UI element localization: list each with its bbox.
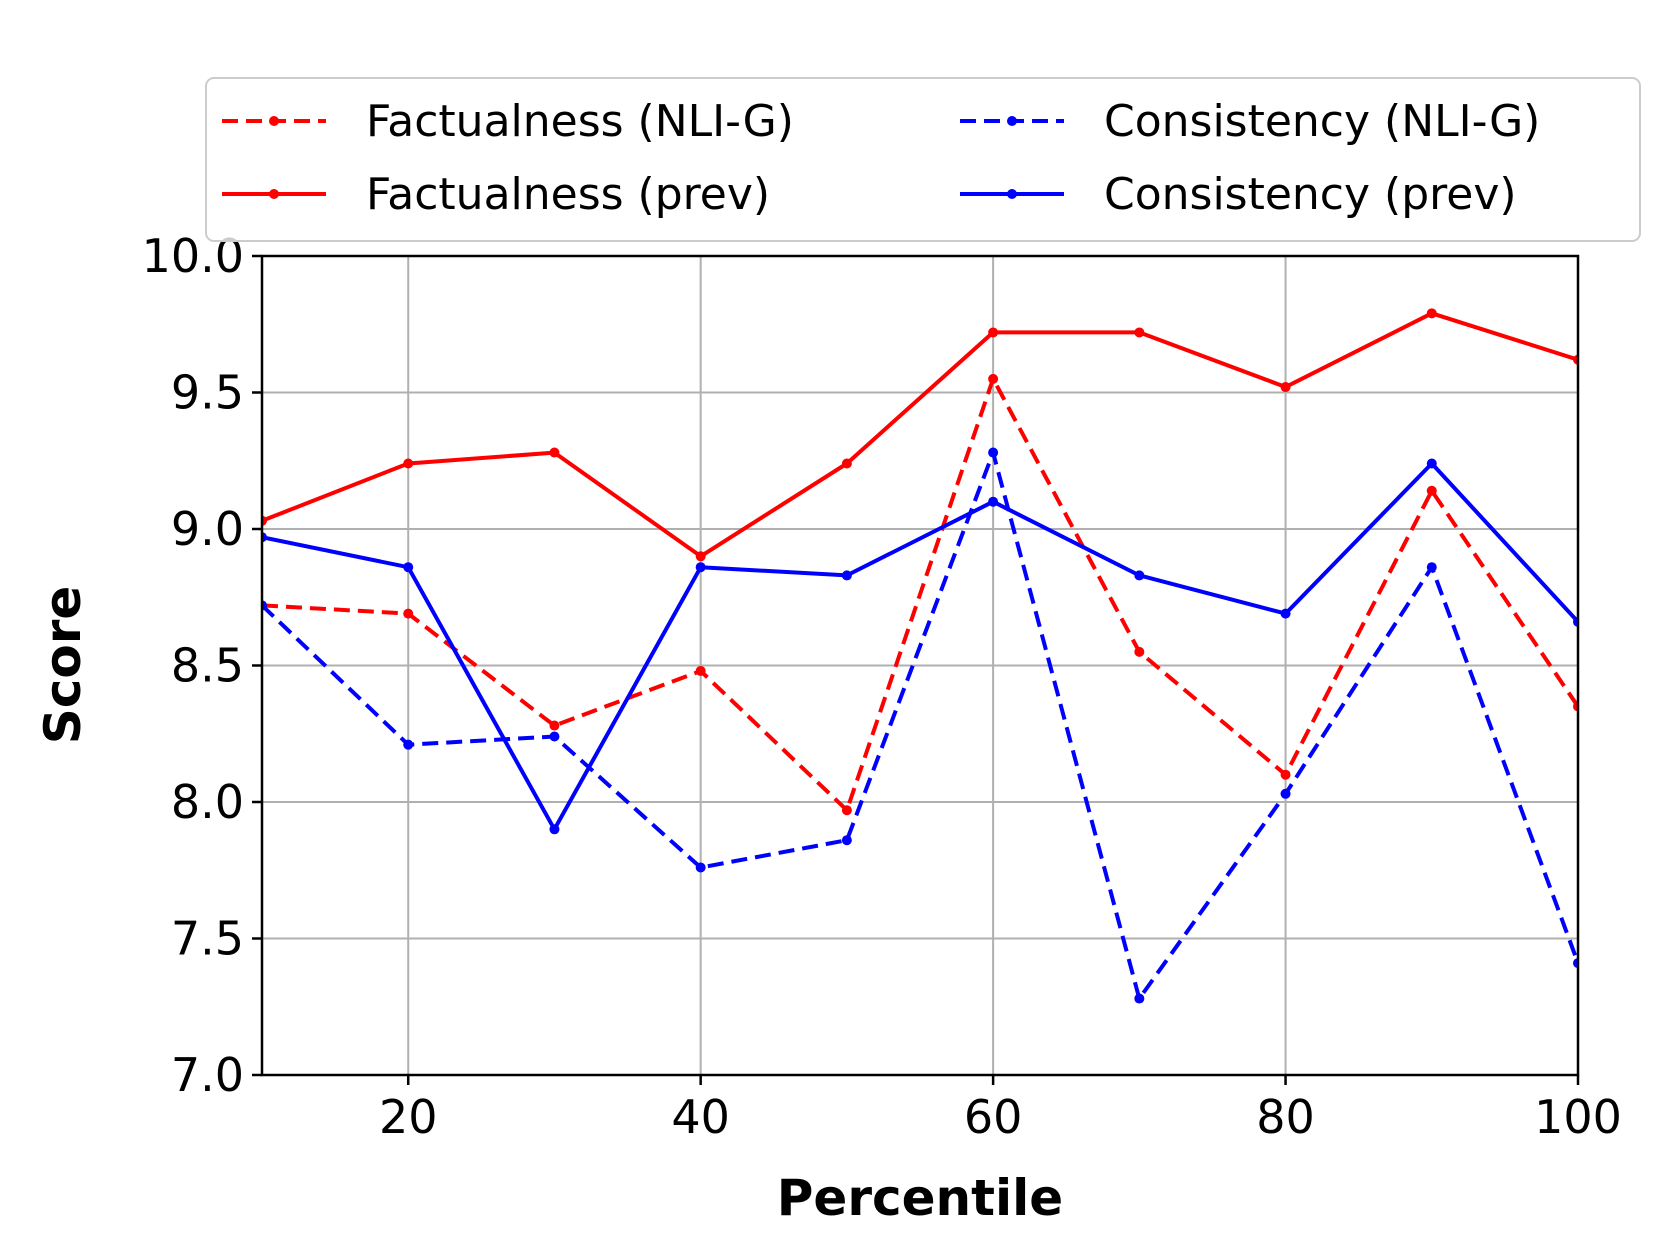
legend: Factualness (NLI-G) Factualness (prev) Con… <box>205 77 1641 242</box>
data-point <box>988 496 999 507</box>
x-tick-label: 40 <box>671 1090 730 1144</box>
x-tick-label: 20 <box>379 1090 438 1144</box>
data-point <box>549 824 560 835</box>
data-point <box>1134 570 1145 581</box>
data-point <box>988 447 999 458</box>
legend-label: Consistency (NLI-G) <box>1104 96 1540 147</box>
data-point <box>1426 458 1437 469</box>
legend-label: Factualness (prev) <box>366 169 770 220</box>
data-point <box>841 805 852 816</box>
legend-label: Factualness (NLI-G) <box>366 96 794 147</box>
data-point <box>1426 485 1437 496</box>
y-tick-label: 9.0 <box>171 502 244 556</box>
data-point <box>695 862 706 873</box>
data-point <box>1280 382 1291 393</box>
series-line-1 <box>262 311 1578 559</box>
data-point <box>988 373 999 384</box>
x-axis: 20 40 60 80 100 <box>379 1075 1622 1144</box>
x-tick-label: 60 <box>964 1090 1023 1144</box>
x-tick-label: 100 <box>1534 1090 1622 1144</box>
y-axis-title: Score <box>34 586 92 745</box>
data-point <box>841 570 852 581</box>
grid <box>262 255 1579 1076</box>
data-point <box>1280 788 1291 799</box>
legend-marker <box>269 116 279 126</box>
legend-marker <box>1007 116 1017 126</box>
series-line-3 <box>262 461 1578 832</box>
data-point <box>403 739 414 750</box>
series-layer <box>262 308 1578 1004</box>
data-point <box>1134 646 1145 657</box>
data-point <box>549 447 560 458</box>
data-point <box>1426 562 1437 573</box>
data-point <box>549 731 560 742</box>
y-tick-label: 8.0 <box>171 775 244 829</box>
data-point <box>695 562 706 573</box>
y-tick-label: 7.5 <box>171 912 244 966</box>
y-tick-label: 7.0 <box>171 1048 244 1102</box>
y-axis: 7.07.58.08.59.09.510.0 <box>142 229 262 1102</box>
data-point <box>841 835 852 846</box>
series-line-2 <box>262 450 1578 1001</box>
data-point <box>1280 769 1291 780</box>
legend-marker <box>269 189 279 199</box>
legend-marker <box>1007 189 1017 199</box>
data-point <box>841 458 852 469</box>
y-tick-label: 9.5 <box>171 366 244 420</box>
data-point <box>403 608 414 619</box>
data-point <box>1426 308 1437 319</box>
series-line-0 <box>262 376 1578 813</box>
data-point <box>1134 993 1145 1004</box>
x-tick-label: 80 <box>1256 1090 1315 1144</box>
data-point <box>1280 608 1291 619</box>
data-point <box>403 458 414 469</box>
y-tick-label: 8.5 <box>171 639 244 693</box>
x-axis-title: Percentile <box>777 1169 1063 1227</box>
data-point <box>695 665 706 676</box>
data-point <box>695 551 706 562</box>
data-point <box>988 327 999 338</box>
data-point <box>1134 327 1145 338</box>
legend-label: Consistency (prev) <box>1104 169 1517 220</box>
legend-box <box>205 77 1641 242</box>
data-point <box>549 720 560 731</box>
data-point <box>403 562 414 573</box>
